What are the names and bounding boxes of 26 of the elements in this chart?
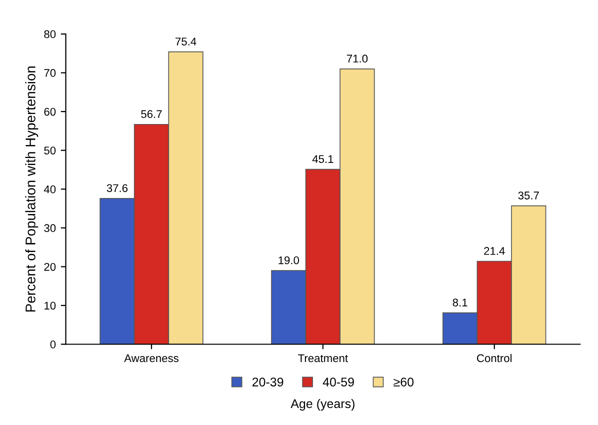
y-tick-label: 70 — [44, 69, 56, 77]
y-tick-label: 20 — [44, 262, 56, 271]
y-tick-label: 50 — [44, 146, 56, 154]
y-tick-label: 40 — [44, 185, 56, 194]
legend-label: 40-59 — [322, 378, 354, 386]
y-tick-label: 30 — [44, 224, 56, 232]
data-label: 75.4 — [176, 38, 196, 46]
x-tick-label: Awareness — [124, 354, 178, 362]
data-label: 19.0 — [278, 256, 300, 264]
x-tick-label: Treatment — [298, 354, 348, 362]
data-label: 21.4 — [484, 247, 505, 255]
data-label: 37.6 — [106, 184, 128, 192]
y-tick-label: 60 — [44, 108, 56, 116]
y-tick-label: 80 — [44, 30, 56, 38]
y-axis-title: Percent of Population with Hypertension — [25, 66, 38, 312]
x-axis-title: Age (years) — [290, 398, 354, 411]
data-label: 71.0 — [346, 54, 368, 63]
legend-label: ≥60 — [394, 378, 414, 386]
y-tick-label: 10 — [44, 302, 56, 310]
data-label: 35.7 — [518, 192, 539, 200]
data-label: 56.7 — [141, 110, 162, 118]
data-label: 8.1 — [452, 298, 468, 306]
y-tick-label: 0 — [50, 340, 56, 348]
x-tick-label: Control — [477, 354, 512, 362]
legend-label: 20-39 — [252, 378, 284, 386]
data-label: 45.1 — [312, 155, 334, 163]
